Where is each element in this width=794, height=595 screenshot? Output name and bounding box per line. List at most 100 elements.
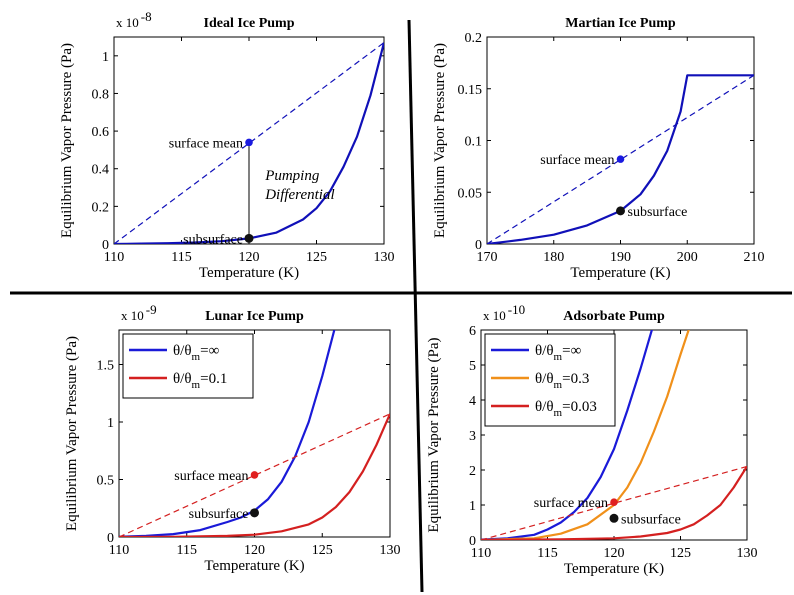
surface-mean-label: surface mean [540, 153, 614, 168]
subsurface-label: subsurface [621, 512, 681, 527]
y-axis-label: Equilibrium Vapor Pressure (Pa) [64, 336, 80, 531]
y-tick-label: 1 [102, 50, 109, 65]
legend-subscript: m [554, 351, 563, 363]
surface-mean-label: surface mean [534, 496, 608, 511]
legend-text: θ/θ [173, 343, 192, 359]
x-tick-label: 200 [677, 250, 698, 265]
pumping-differential-label: Differential [264, 187, 334, 203]
x-tick-label: 130 [737, 546, 758, 561]
y-tick-label: 0 [102, 238, 109, 253]
chart-title: Ideal Ice Pump [204, 16, 295, 31]
legend-entry: θ/θm=∞ [173, 343, 219, 363]
x-tick-label: 115 [177, 543, 197, 558]
subsurface-label: subsurface [628, 205, 688, 220]
y-tick-label: 3 [469, 429, 476, 444]
series-line [119, 413, 390, 537]
legend-value: =0.1 [200, 371, 227, 387]
scale-multiplier: x 10 [116, 15, 139, 30]
scale-exponent: -9 [146, 302, 157, 317]
scale-multiplier: x 10 [121, 308, 144, 323]
x-tick-label: 125 [312, 543, 333, 558]
legend-value: =0.3 [562, 371, 589, 387]
legend-entry: θ/θm=0.03 [535, 399, 597, 419]
y-tick-label: 0.1 [465, 135, 483, 150]
subsurface-marker [609, 513, 619, 523]
x-tick-label: 125 [306, 250, 327, 265]
chart-2: 170 180 190 200 210 0 0.05 0.1 0.15 0.2 surface me… [432, 16, 765, 281]
x-axis-label: Temperature (K) [570, 265, 670, 281]
legend-subscript: m [554, 379, 563, 391]
y-tick-label: 0.4 [92, 163, 110, 178]
mean-dashed-line [487, 74, 754, 244]
legend-subscript: m [554, 407, 563, 419]
surface-mean-marker [250, 471, 259, 479]
y-tick-label: 0 [475, 238, 482, 253]
series-line [481, 465, 747, 540]
surface-mean-marker [616, 155, 625, 163]
x-tick-label: 115 [537, 546, 557, 561]
legend-subscript: m [192, 351, 201, 363]
series-line [481, 330, 653, 540]
surface-mean-marker [610, 498, 618, 507]
legend-text: θ/θ [535, 399, 554, 415]
x-axis-label: Temperature (K) [204, 558, 304, 574]
vertical-divider [407, 19, 424, 593]
chart-title: Lunar Ice Pump [205, 309, 304, 324]
x-axis-label: Temperature (K) [199, 265, 299, 281]
x-tick-label: 130 [380, 543, 401, 558]
x-tick-label: 110 [109, 543, 129, 558]
x-tick-label: 190 [610, 250, 631, 265]
chart-title: Adsorbate Pump [563, 309, 665, 324]
x-tick-label: 115 [171, 250, 191, 265]
y-tick-label: 0.2 [92, 200, 110, 215]
pumping-differential-label: Pumping [264, 168, 320, 184]
x-tick-label: 210 [744, 250, 765, 265]
y-tick-label: 1 [469, 499, 476, 514]
y-tick-label: 0 [107, 531, 114, 546]
surface-mean-label: surface mean [169, 136, 243, 151]
y-tick-label: 0 [469, 534, 476, 549]
chart-3: 110 115 120 125 130 0 0.5 1 1.5 surface mean subsu… [64, 302, 401, 574]
subsurface-marker [244, 233, 254, 243]
y-tick-label: 2 [469, 464, 476, 479]
subsurface-label: subsurface [189, 507, 249, 522]
x-tick-label: 125 [670, 546, 691, 561]
y-tick-label: 0.6 [92, 125, 110, 140]
legend-subscript: m [192, 379, 201, 391]
scale-exponent: -8 [141, 9, 152, 24]
x-tick-label: 180 [543, 250, 564, 265]
series-line [114, 42, 384, 244]
y-tick-label: 5 [469, 359, 476, 374]
scale-exponent: -10 [508, 302, 525, 317]
legend: θ/θm=∞θ/θm=0.3θ/θm=0.03 [484, 333, 616, 427]
x-tick-label: 120 [244, 543, 265, 558]
x-tick-label: 170 [477, 250, 498, 265]
chart-title: Martian Ice Pump [565, 16, 676, 31]
legend-entry: θ/θm=∞ [535, 343, 581, 363]
y-tick-label: 6 [469, 324, 476, 339]
x-tick-label: 110 [471, 546, 491, 561]
x-tick-label: 110 [104, 250, 124, 265]
y-axis-label: Equilibrium Vapor Pressure (Pa) [426, 337, 442, 532]
legend-text: θ/θ [535, 343, 554, 359]
legend-value: =∞ [562, 343, 581, 359]
x-tick-label: 120 [604, 546, 625, 561]
y-axis-label: Equilibrium Vapor Pressure (Pa) [59, 43, 75, 238]
y-tick-label: 1.5 [97, 359, 115, 374]
y-axis-label: Equilibrium Vapor Pressure (Pa) [432, 43, 448, 238]
legend-value: =0.03 [562, 399, 597, 415]
y-tick-label: 1 [107, 416, 114, 431]
y-tick-label: 0.05 [458, 186, 483, 201]
y-tick-label: 0.15 [458, 83, 483, 98]
y-tick-label: 0.2 [465, 31, 483, 46]
surface-mean-marker [245, 138, 253, 147]
legend: θ/θm=∞θ/θm=0.1 [122, 333, 254, 399]
legend-text: θ/θ [173, 371, 192, 387]
mean-dashed-line [114, 42, 384, 244]
scale-multiplier: x 10 [483, 308, 506, 323]
y-tick-label: 0.5 [97, 474, 115, 489]
x-axis-label: Temperature (K) [564, 561, 664, 577]
legend-entry: θ/θm=0.1 [173, 371, 227, 391]
subsurface-marker [616, 206, 625, 216]
